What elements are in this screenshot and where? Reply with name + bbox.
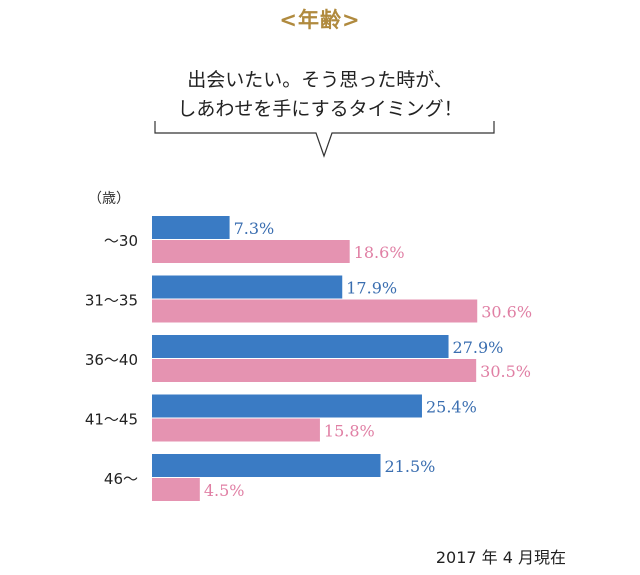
value-label-pink: 15.8% (324, 422, 375, 441)
speech-bracket (154, 121, 495, 158)
footnote-date: 2017 年 4 月現在 (435, 548, 566, 567)
bar-blue (152, 275, 343, 299)
bar-blue (152, 454, 381, 477)
bar-pink (152, 299, 478, 323)
value-label-blue: 17.9% (346, 279, 397, 298)
value-label-blue: 25.4% (426, 398, 477, 417)
callout-line-2: しあわせを手にするタイミング！ (177, 98, 463, 120)
value-label-pink: 18.6% (354, 243, 405, 262)
category-label: 31〜35 (85, 292, 138, 310)
chart-title: <年齢> (279, 8, 361, 32)
category-label: 〜30 (104, 232, 138, 250)
callout-text: 出会いたい。そう思った時が、 しあわせを手にするタイミング！ (0, 66, 640, 124)
bar-pink (152, 240, 350, 263)
value-label-pink: 30.6% (481, 303, 532, 322)
axis-unit-label: （歳） (88, 191, 130, 207)
value-label-blue: 27.9% (453, 338, 504, 357)
value-label-pink: 30.5% (480, 362, 531, 381)
bar-pink (152, 478, 200, 501)
bar-blue (152, 335, 449, 358)
callout-line-1: 出会いたい。そう思った時が、 (187, 69, 453, 91)
value-label-blue: 7.3% (234, 219, 275, 238)
category-label: 46〜 (104, 470, 138, 488)
bar-blue (152, 394, 422, 418)
bar-pink (152, 359, 477, 382)
category-label: 41〜45 (85, 411, 138, 429)
bar-pink (152, 418, 320, 442)
value-label-pink: 4.5% (204, 481, 245, 500)
bar-blue (152, 216, 230, 239)
category-label: 36〜40 (85, 351, 138, 369)
value-label-blue: 21.5% (385, 457, 436, 476)
